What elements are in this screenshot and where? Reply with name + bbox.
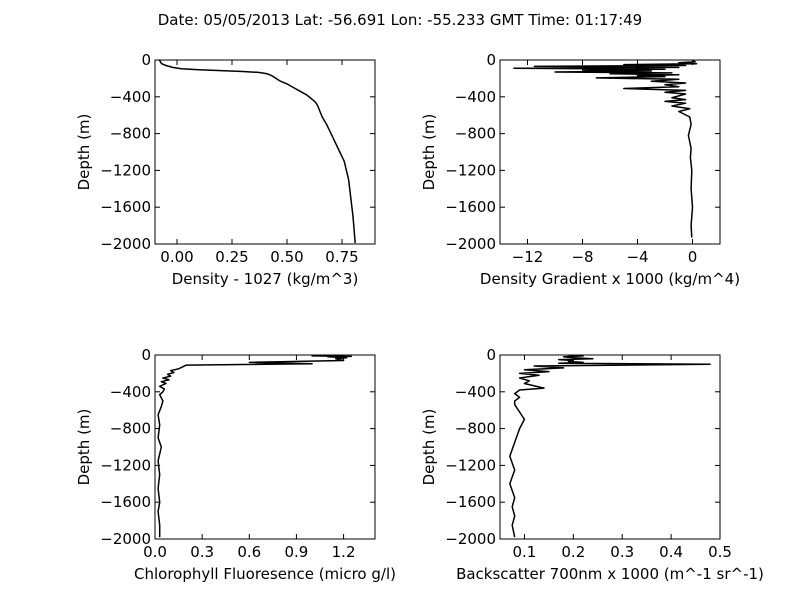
y-tick-label: −800 <box>455 420 496 438</box>
y-tick-label: −2000 <box>445 530 496 548</box>
x-tick-label: −12 <box>512 248 544 266</box>
subplot-4: 0.1 0.2 0.3 0.4 0.5 0 −400 −800 −1200 −1600 −2000 B… <box>420 346 764 583</box>
y-tick-label: −800 <box>110 125 151 143</box>
x-tick-label: 0.1 <box>513 543 537 561</box>
x-tick-label: −4 <box>626 248 648 266</box>
x-tick-label: 0.9 <box>284 543 308 561</box>
y-tick-label: −1200 <box>445 161 496 179</box>
plot-frame <box>154 354 376 540</box>
profile-line <box>509 355 711 538</box>
x-tick-label: 0.50 <box>270 248 303 266</box>
x-tick-label: 0.2 <box>561 543 585 561</box>
y-tick-label: 0 <box>141 51 151 69</box>
y-tick-label: 0 <box>486 346 496 364</box>
plot-frame <box>499 354 721 540</box>
y-tick-label: −400 <box>110 88 151 106</box>
x-tick-label: 0.5 <box>708 543 732 561</box>
x-tick-label: −8 <box>571 248 593 266</box>
x-tick-label: 1.2 <box>332 543 356 561</box>
y-tick-label: −400 <box>110 383 151 401</box>
x-axis-label: Density Gradient x 1000 (kg/m^4) <box>480 270 740 288</box>
x-tick-label: 0.0 <box>143 543 167 561</box>
figure-title: Date: 05/05/2013 Lat: -56.691 Lon: -55.2… <box>158 11 642 29</box>
profile-line <box>158 60 356 244</box>
y-tick-label: −2000 <box>100 530 151 548</box>
y-tick-label: −1200 <box>100 161 151 179</box>
profile-line <box>513 60 698 238</box>
x-tick-label: 0.00 <box>160 248 193 266</box>
x-tick-label: 0.4 <box>659 543 683 561</box>
y-tick-label: −800 <box>455 125 496 143</box>
x-tick-label: 0.75 <box>325 248 358 266</box>
x-tick-label: 0.3 <box>190 543 214 561</box>
x-tick-label: 0.25 <box>215 248 248 266</box>
y-tick-label: −1600 <box>445 198 496 216</box>
y-axis-label: Depth (m) <box>75 114 93 191</box>
y-axis-label: Depth (m) <box>75 409 93 486</box>
profile-line <box>157 355 353 538</box>
y-tick-label: 0 <box>486 51 496 69</box>
plot-frame <box>154 59 376 245</box>
x-axis-label: Chlorophyll Fluoresence (micro g/l) <box>134 565 396 583</box>
x-axis-label: Density - 1027 (kg/m^3) <box>172 270 359 288</box>
subplot-3: 0.0 0.3 0.6 0.9 1.2 0 −400 −800 −1200 −1600 −2000 C… <box>75 346 396 583</box>
x-tick-label: 0 <box>688 248 698 266</box>
y-tick-label: −400 <box>455 383 496 401</box>
y-tick-label: −2000 <box>445 235 496 253</box>
y-tick-label: −800 <box>110 420 151 438</box>
x-tick-label: 0.6 <box>237 543 261 561</box>
y-tick-label: −2000 <box>100 235 151 253</box>
subplot-2: −12 −8 −4 00−400−800−1200−1600−2000Density … <box>420 51 740 288</box>
y-tick-label: −400 <box>455 88 496 106</box>
y-tick-label: −1200 <box>100 456 151 474</box>
y-tick-label: −1600 <box>100 198 151 216</box>
subplot-1: 0.00 0.25 0.50 0.75 0 −400 −800 −1200 −1600 −2000… <box>75 51 376 288</box>
y-tick-label: −1200 <box>445 456 496 474</box>
y-tick-label: −1600 <box>100 493 151 511</box>
y-axis-label: Depth (m) <box>420 114 438 191</box>
y-axis-label: Depth (m) <box>420 409 438 486</box>
y-tick-label: −1600 <box>445 493 496 511</box>
y-tick-label: 0 <box>141 346 151 364</box>
plot-frame <box>499 59 721 245</box>
x-tick-label: 0.3 <box>610 543 634 561</box>
subplot-grid: 0.00 0.25 0.50 0.750−400−800−1200−1600−2000… <box>75 51 764 583</box>
x-axis-label: Backscatter 700nm x 1000 (m^-1 sr^-1) <box>456 565 764 583</box>
